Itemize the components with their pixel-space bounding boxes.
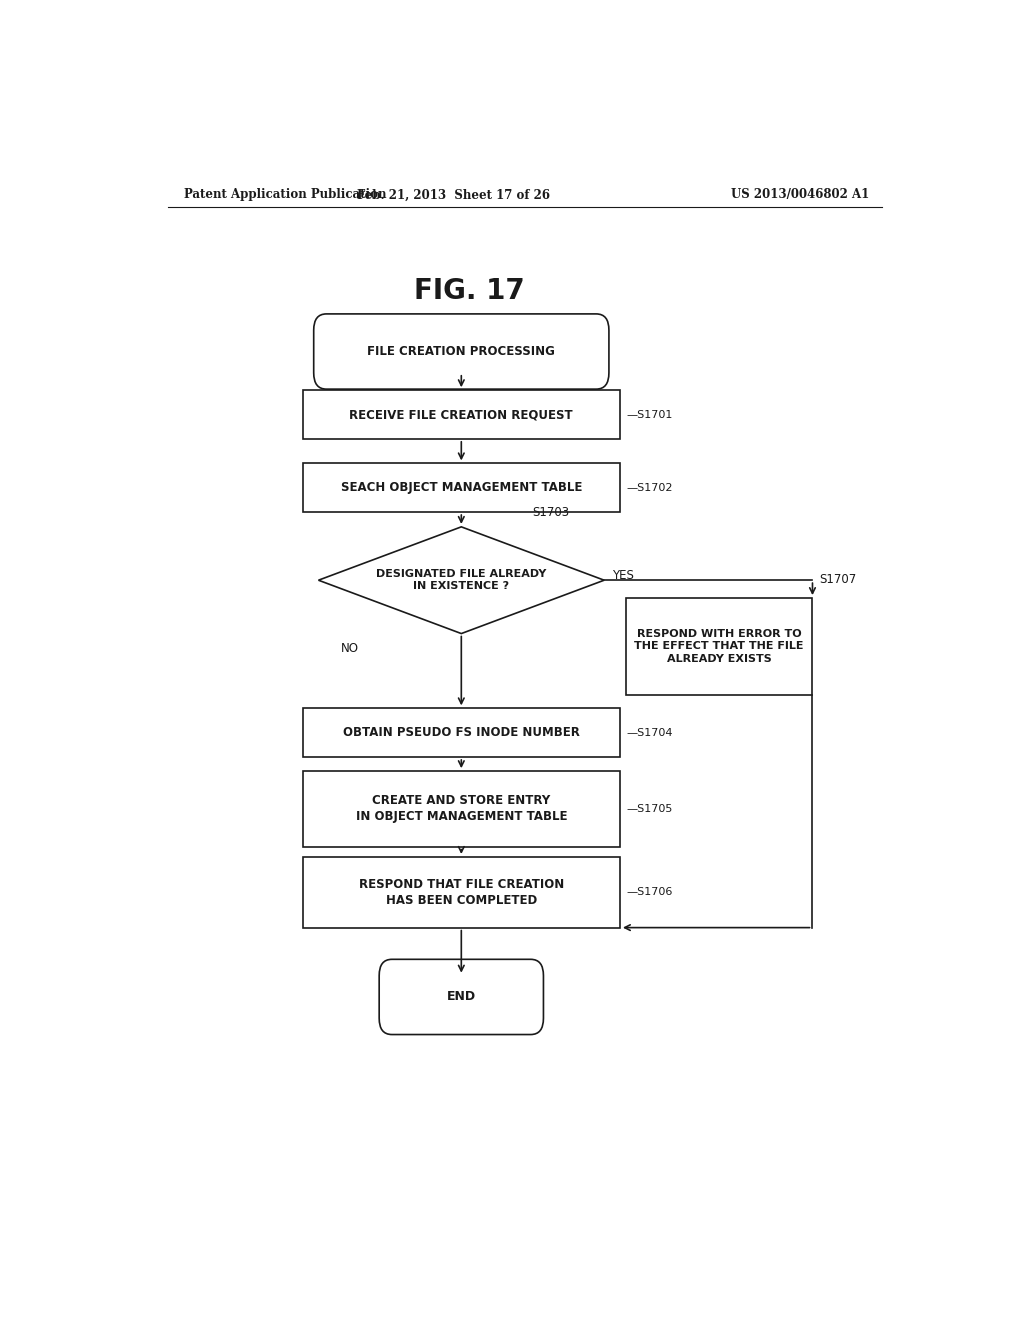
Text: S1707: S1707 — [819, 573, 856, 586]
Text: YES: YES — [612, 569, 634, 582]
Text: S1703: S1703 — [532, 506, 570, 519]
FancyBboxPatch shape — [303, 391, 620, 440]
Text: NO: NO — [341, 642, 359, 655]
FancyBboxPatch shape — [303, 771, 620, 846]
Text: —S1702: —S1702 — [627, 483, 673, 492]
FancyBboxPatch shape — [303, 709, 620, 758]
Text: RECEIVE FILE CREATION REQUEST: RECEIVE FILE CREATION REQUEST — [349, 408, 573, 421]
Text: —S1704: —S1704 — [627, 727, 673, 738]
FancyBboxPatch shape — [303, 463, 620, 512]
Text: FIG. 17: FIG. 17 — [414, 276, 524, 305]
Text: FILE CREATION PROCESSING: FILE CREATION PROCESSING — [368, 345, 555, 358]
FancyBboxPatch shape — [626, 598, 812, 694]
Text: US 2013/0046802 A1: US 2013/0046802 A1 — [731, 189, 869, 202]
FancyBboxPatch shape — [379, 960, 544, 1035]
Text: —S1701: —S1701 — [627, 409, 673, 420]
Text: END: END — [446, 990, 476, 1003]
FancyBboxPatch shape — [313, 314, 609, 389]
Polygon shape — [318, 527, 604, 634]
Text: Patent Application Publication: Patent Application Publication — [183, 189, 386, 202]
Text: DESIGNATED FILE ALREADY
IN EXISTENCE ?: DESIGNATED FILE ALREADY IN EXISTENCE ? — [376, 569, 547, 591]
Text: —S1705: —S1705 — [627, 804, 673, 814]
Text: SEACH OBJECT MANAGEMENT TABLE: SEACH OBJECT MANAGEMENT TABLE — [341, 482, 582, 494]
Text: —S1706: —S1706 — [627, 887, 673, 898]
Text: RESPOND WITH ERROR TO
THE EFFECT THAT THE FILE
ALREADY EXISTS: RESPOND WITH ERROR TO THE EFFECT THAT TH… — [635, 628, 804, 664]
Text: Feb. 21, 2013  Sheet 17 of 26: Feb. 21, 2013 Sheet 17 of 26 — [357, 189, 550, 202]
Text: CREATE AND STORE ENTRY
IN OBJECT MANAGEMENT TABLE: CREATE AND STORE ENTRY IN OBJECT MANAGEM… — [355, 795, 567, 824]
FancyBboxPatch shape — [303, 857, 620, 928]
Text: RESPOND THAT FILE CREATION
HAS BEEN COMPLETED: RESPOND THAT FILE CREATION HAS BEEN COMP… — [358, 878, 564, 907]
Text: OBTAIN PSEUDO FS INODE NUMBER: OBTAIN PSEUDO FS INODE NUMBER — [343, 726, 580, 739]
